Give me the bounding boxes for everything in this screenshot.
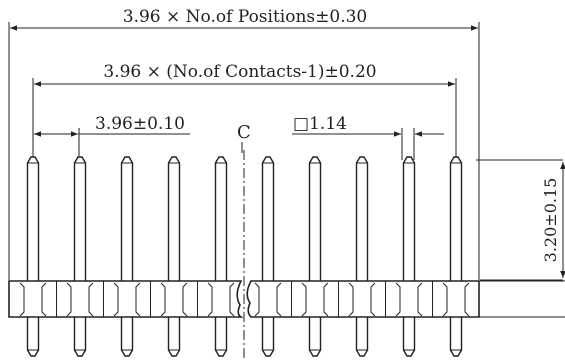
contacts-span-label: 3.96 × (No.of Contacts-1)±0.20 — [103, 62, 376, 82]
pin-size-label: □1.14 — [293, 114, 347, 134]
housing-segments — [19, 281, 470, 317]
housing-cell — [301, 282, 329, 317]
centerline-label: C — [237, 122, 251, 143]
extension-lines — [8, 22, 563, 281]
pins — [26, 156, 463, 357]
pin-upper — [26, 156, 40, 282]
pin-upper — [261, 156, 275, 282]
housing — [8, 280, 565, 318]
pin-upper — [308, 156, 322, 282]
pin-upper — [73, 156, 87, 282]
pin-lower — [261, 317, 275, 357]
housing-cell — [207, 282, 235, 317]
height-dimension: 3.20±0.15 — [541, 162, 565, 278]
centerline: C — [237, 122, 251, 360]
housing-cell — [254, 282, 282, 317]
pitch-label: 3.96±0.10 — [95, 114, 185, 134]
housing-cell — [113, 282, 141, 317]
pin-upper — [355, 156, 369, 282]
pin-lower — [167, 317, 181, 357]
housing-cell — [395, 282, 423, 317]
contacts-span-dimension: 3.96 × (No.of Contacts-1)±0.20 — [34, 62, 455, 87]
pin-lower — [26, 317, 40, 357]
pin-lower — [214, 317, 228, 357]
pin-size-dimension: □1.14 — [292, 114, 444, 137]
pin-lower — [402, 317, 416, 357]
pin-upper — [167, 156, 181, 282]
height-label: 3.20±0.15 — [541, 178, 560, 263]
housing-cell — [160, 282, 188, 317]
pin-upper — [402, 156, 416, 282]
housing-cell — [442, 282, 470, 317]
pin-lower — [120, 317, 134, 357]
pin-lower — [449, 317, 463, 357]
pin-upper — [214, 156, 228, 282]
housing-cell — [66, 282, 94, 317]
housing-right — [246, 280, 480, 318]
pin-lower — [308, 317, 322, 357]
pitch-dimension: 3.96±0.10 — [34, 114, 190, 137]
overall-length-label: 3.96 × No.of Positions±0.30 — [123, 7, 367, 27]
pin-upper — [449, 156, 463, 282]
pin-lower — [355, 317, 369, 357]
pin-lower — [73, 317, 87, 357]
pin-upper — [120, 156, 134, 282]
housing-cell — [348, 282, 376, 317]
housing-cell — [19, 282, 47, 317]
overall-length-dimension: 3.96 × No.of Positions±0.30 — [10, 7, 478, 31]
housing-left — [8, 280, 244, 318]
